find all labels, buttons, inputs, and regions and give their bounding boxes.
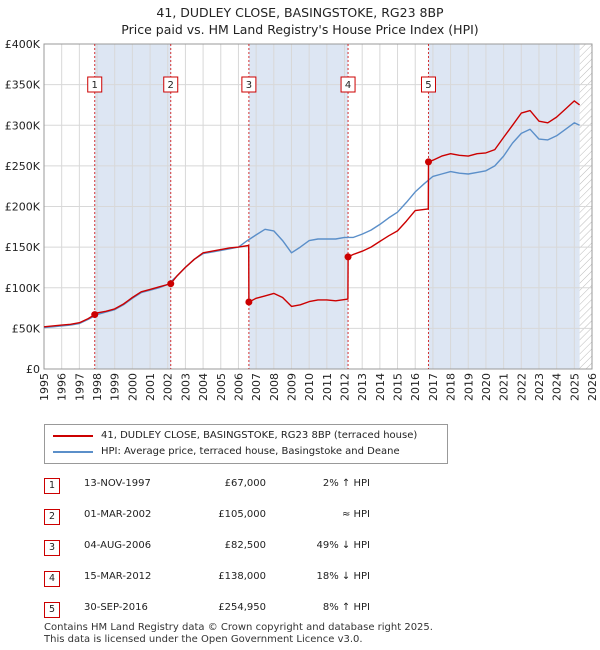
sale-point: [245, 298, 253, 306]
x-tick-label: 2001: [144, 373, 157, 401]
sale-marker-label: 4: [345, 80, 351, 91]
sale-number: 3: [44, 540, 60, 556]
x-tick-label: 2002: [162, 373, 175, 401]
x-tick-label: 2019: [462, 373, 475, 401]
sale-marker-label: 2: [168, 80, 174, 91]
sale-date: 15-MAR-2012: [84, 571, 152, 582]
x-tick-label: 2008: [268, 373, 281, 401]
x-tick-label: 2013: [356, 373, 369, 401]
sale-row: 4 15-MAR-2012 £138,000 18% ↓ HPI: [44, 567, 444, 598]
legend-swatch-property: [53, 435, 93, 437]
y-tick-label: £150K: [5, 241, 41, 254]
sale-number: 5: [44, 602, 60, 618]
footer-line-1: Contains HM Land Registry data © Crown c…: [44, 622, 433, 633]
x-tick-label: 2004: [197, 373, 210, 401]
x-tick-label: 2017: [427, 373, 440, 401]
y-tick-label: £250K: [5, 160, 41, 173]
x-tick-label: 2016: [409, 373, 422, 401]
sale-point: [344, 253, 352, 261]
x-tick-label: 2006: [232, 373, 245, 401]
sale-marker-label: 5: [425, 80, 431, 91]
y-tick-label: £300K: [5, 119, 41, 132]
y-tick-label: £100K: [5, 282, 41, 295]
x-tick-label: 2014: [374, 373, 387, 401]
x-tick-label: 2010: [303, 373, 316, 401]
x-tick-label: 2025: [568, 373, 581, 401]
x-tick-label: 2024: [551, 373, 564, 401]
sale-hpi-comparison: 2% ↑ HPI: [322, 478, 370, 489]
sale-marker-box: [87, 76, 103, 93]
sale-hpi-comparison: 18% ↓ HPI: [316, 571, 370, 582]
sale-price: £67,000: [224, 478, 266, 489]
y-tick-label: £400K: [5, 38, 41, 51]
plot-frame: [43, 43, 593, 370]
x-tick-label: 2026: [586, 373, 599, 401]
y-tick-label: £50K: [12, 322, 41, 335]
sale-number: 2: [44, 509, 60, 525]
sale-number: 4: [44, 571, 60, 587]
legend-label-property: 41, DUDLEY CLOSE, BASINGSTOKE, RG23 8BP …: [101, 430, 418, 441]
x-tick-label: 1999: [109, 373, 122, 401]
sale-price: £138,000: [218, 571, 266, 582]
x-tick-label: 1997: [73, 373, 86, 401]
price-chart: £0 £50K £100K £150K £200K £250K £300K £350K £400…: [5, 38, 599, 401]
chart-title: 41, DUDLEY CLOSE, BASINGSTOKE, RG23 8BP …: [0, 4, 600, 38]
sale-date: 04-AUG-2006: [84, 540, 152, 551]
sales-table: 1 13-NOV-1997 £67,000 2% ↑ HPI 2 01-MAR-…: [44, 474, 444, 629]
sale-marker-box: [420, 76, 436, 93]
sale-date: 13-NOV-1997: [84, 478, 151, 489]
sale-row: 3 04-AUG-2006 £82,500 49% ↓ HPI: [44, 536, 444, 567]
sale-marker-box: [340, 76, 356, 93]
y-tick-label: £200K: [5, 201, 41, 214]
chart-legend: 41, DUDLEY CLOSE, BASINGSTOKE, RG23 8BP …: [44, 424, 448, 464]
x-tick-label: 2003: [179, 373, 192, 401]
x-tick-label: 2015: [392, 373, 405, 401]
sale-price: £254,950: [218, 602, 266, 613]
x-tick-label: 2009: [285, 373, 298, 401]
property-price-line: [43, 100, 581, 328]
footer-line-2: This data is licensed under the Open Gov…: [44, 634, 363, 645]
sale-hpi-comparison: ≈ HPI: [341, 509, 370, 520]
x-tick-label: 2020: [480, 373, 493, 401]
x-tick-label: 2021: [498, 373, 511, 401]
sale-marker-label: 3: [246, 80, 252, 91]
sale-hpi-comparison: 49% ↓ HPI: [316, 540, 370, 551]
x-tick-label: 2012: [339, 373, 352, 401]
sale-date: 30-SEP-2016: [84, 602, 148, 613]
sale-date: 01-MAR-2002: [84, 509, 152, 520]
legend-label-hpi: HPI: Average price, terraced house, Basi…: [101, 446, 400, 457]
sale-price: £82,500: [224, 540, 266, 551]
sale-row: 2 01-MAR-2002 £105,000 ≈ HPI: [44, 505, 444, 536]
title-line-2: Price paid vs. HM Land Registry's House …: [121, 22, 479, 37]
x-tick-label: 2007: [250, 373, 263, 401]
sale-hpi-comparison: 8% ↑ HPI: [322, 602, 370, 613]
y-tick-label: £0: [26, 363, 40, 376]
sale-point: [424, 158, 432, 166]
x-tick-label: 2000: [126, 373, 139, 401]
sale-number: 1: [44, 478, 60, 494]
x-tick-label: 2018: [445, 373, 458, 401]
sale-price: £105,000: [218, 509, 266, 520]
x-tick-label: 2011: [321, 373, 334, 401]
sale-row: 5 30-SEP-2016 £254,950 8% ↑ HPI: [44, 598, 444, 629]
x-tick-label: 2022: [515, 373, 528, 401]
sale-point: [167, 280, 175, 288]
sale-row: 1 13-NOV-1997 £67,000 2% ↑ HPI: [44, 474, 444, 505]
x-tick-label: 2023: [533, 373, 546, 401]
sale-marker-box: [163, 76, 179, 93]
x-tick-label: 1998: [91, 373, 104, 401]
legend-swatch-hpi: [53, 451, 93, 453]
x-tick-label: 2005: [215, 373, 228, 401]
footer-attribution: Contains HM Land Registry data © Crown c…: [44, 622, 433, 646]
x-tick-label: 1995: [38, 373, 51, 401]
y-tick-label: £350K: [5, 79, 41, 92]
sale-marker-label: 1: [92, 80, 98, 91]
title-line-1: 41, DUDLEY CLOSE, BASINGSTOKE, RG23 8BP: [156, 5, 444, 20]
sale-marker-box: [241, 76, 257, 93]
sale-point: [91, 311, 99, 319]
x-tick-label: 1996: [56, 373, 69, 401]
